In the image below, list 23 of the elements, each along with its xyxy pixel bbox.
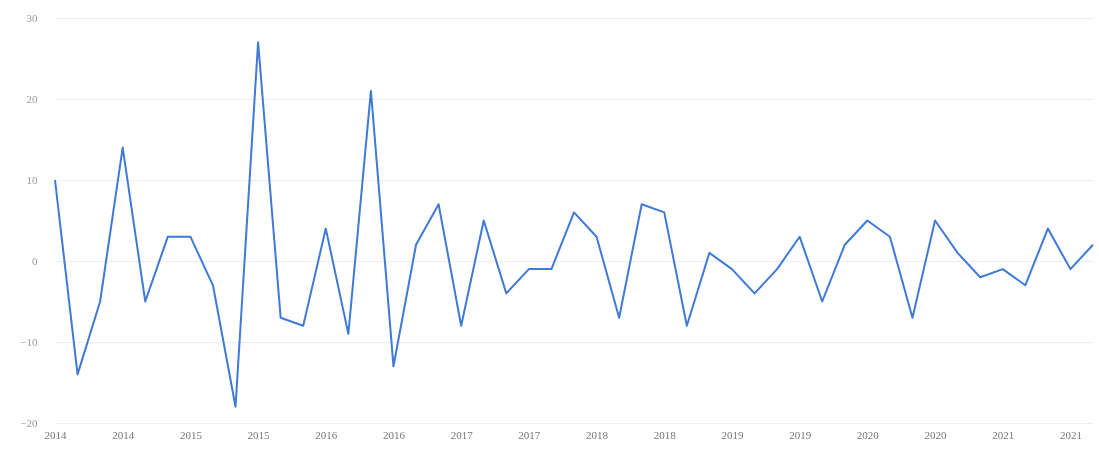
x-tick-label: 2015 <box>247 428 271 441</box>
x-tick-label: 2017 <box>518 428 541 441</box>
x-tick-label: 2014 <box>44 428 67 441</box>
line-series <box>54 41 1094 408</box>
y-tick-label: 10 <box>26 173 38 186</box>
x-tick-label: 2014 <box>112 428 135 441</box>
x-tick-label: 2017 <box>450 428 474 441</box>
y-tick-label: 30 <box>26 11 38 24</box>
y-tick-label: −10 <box>20 335 38 348</box>
x-tick-label: 2021 <box>992 428 1015 441</box>
x-tick-label: 2016 <box>382 428 406 441</box>
y-tick-label: 20 <box>26 92 38 105</box>
x-tick-label: 2020 <box>924 428 948 441</box>
x-tick-label: 2015 <box>179 428 203 441</box>
x-tick-label: 2019 <box>721 428 744 441</box>
y-tick-label: −20 <box>20 416 38 429</box>
x-tick-label: 2020 <box>856 428 880 441</box>
x-tick-label: 2019 <box>789 428 812 441</box>
y-tick-label: 0 <box>32 254 38 267</box>
x-tick-label: 2016 <box>315 428 338 441</box>
x-tick-label: 2021 <box>1059 428 1082 441</box>
x-tick-label: 2018 <box>653 428 677 441</box>
x-tick-label: 2018 <box>586 428 609 441</box>
